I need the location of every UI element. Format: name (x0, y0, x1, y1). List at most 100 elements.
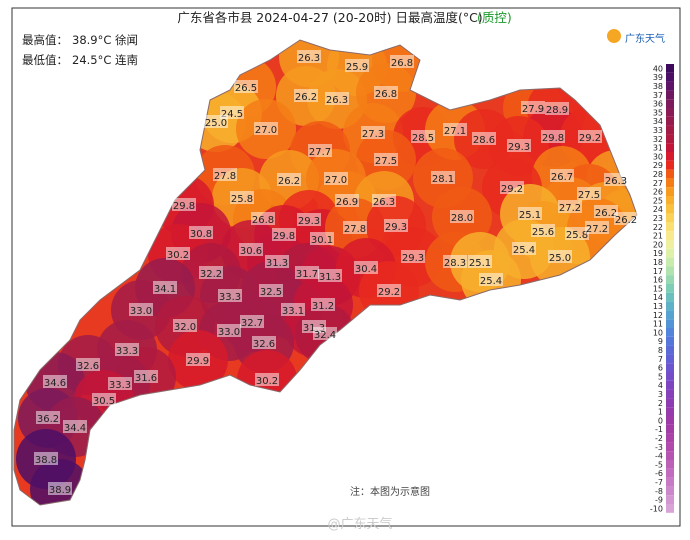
label-box (512, 242, 536, 255)
legend-swatch (666, 266, 674, 276)
legend-tick-label: 38 (653, 82, 663, 91)
label-box (318, 269, 342, 282)
legend-swatch (666, 372, 674, 381)
legend-tick-label: -7 (655, 478, 663, 487)
legend-tick-label: 22 (653, 223, 663, 232)
station-label: 36.2 (37, 414, 59, 425)
station-label: 33.0 (130, 306, 152, 317)
legend-tick-label: 8 (658, 346, 663, 355)
legend-tick-label: 28 (653, 170, 663, 179)
legend-tick-label: 31 (653, 144, 663, 153)
label-box (218, 289, 242, 302)
label-box (472, 132, 496, 145)
station-label: 34.1 (154, 284, 176, 295)
label-box (345, 59, 369, 72)
legend-swatch (666, 380, 674, 390)
station-label: 29.8 (173, 201, 195, 212)
legend-swatch (666, 72, 674, 82)
legend-swatch (666, 310, 674, 320)
qc-tag: (质控) (477, 10, 512, 25)
legend-tick-label: 27 (653, 179, 663, 188)
label-box (374, 153, 398, 166)
label-box (240, 315, 264, 328)
station-label: 29.3 (508, 142, 530, 153)
station-label: 33.0 (218, 327, 240, 338)
legend-swatch (666, 345, 674, 355)
legend-tick-label: 14 (653, 293, 663, 302)
label-box (204, 115, 228, 128)
legend-swatch (666, 125, 674, 135)
label-box (251, 212, 275, 225)
legend-tick-label: 29 (653, 161, 663, 170)
label-box (468, 255, 492, 268)
station-label: 32.7 (241, 318, 263, 329)
station-label: 31.6 (135, 373, 157, 384)
legend-tick-label: 25 (653, 196, 663, 205)
station-label: 33.3 (116, 346, 138, 357)
legend-tick-label: 35 (653, 108, 663, 117)
legend-swatch (666, 143, 674, 152)
station-label: 30.5 (93, 396, 115, 407)
legend-swatch (666, 407, 674, 416)
label-box (604, 173, 628, 186)
station-label: 27.0 (255, 125, 277, 136)
max-text: 38.9°C 徐闻 (72, 33, 138, 47)
label-box (313, 327, 337, 340)
station-label: 34.6 (44, 378, 66, 389)
legend-tick-label: 13 (653, 302, 663, 311)
station-label: 30.2 (167, 250, 189, 261)
legend-tick-label: -1 (655, 425, 663, 434)
station-label: 28.1 (432, 174, 454, 185)
legend-swatch (666, 301, 674, 311)
legend-tick-label: 7 (658, 355, 663, 364)
station-label: 31.3 (319, 272, 341, 283)
legend-tick-label: 40 (653, 64, 663, 73)
label-box (230, 191, 254, 204)
label-box (377, 284, 401, 297)
legend-swatch (666, 99, 674, 108)
label-box (335, 194, 359, 207)
legend-tick-label: 5 (658, 372, 663, 381)
station-label: 25.1 (469, 258, 491, 269)
legend-tick-label: 23 (653, 214, 663, 223)
label-box (294, 89, 318, 102)
station-label: 25.4 (480, 276, 502, 287)
label-box (500, 181, 524, 194)
label-box (518, 207, 542, 220)
legend-tick-label: 37 (653, 91, 663, 100)
legend-swatch (666, 433, 674, 443)
label-box (384, 219, 408, 232)
legend-swatch (666, 204, 674, 214)
station-label: 27.3 (362, 129, 384, 140)
legend-swatch (666, 354, 674, 364)
legend-swatch (666, 134, 674, 144)
legend-tick-label: 18 (653, 258, 663, 267)
label-box (217, 324, 241, 337)
label-box (343, 221, 367, 234)
station-label: 27.9 (522, 104, 544, 115)
label-box (63, 420, 87, 433)
station-label: 31.3 (266, 258, 288, 269)
legend-swatch (666, 64, 674, 73)
label-box (372, 194, 396, 207)
legend-tick-label: 19 (653, 249, 663, 258)
station-label: 38.8 (35, 455, 57, 466)
legend-swatch (666, 187, 674, 196)
station-label: 32.6 (77, 361, 99, 372)
legend-tick-label: 12 (653, 311, 663, 320)
legend-tick-label: 16 (653, 276, 663, 285)
station-label: 27.2 (559, 203, 581, 214)
legend-tick-label: 21 (653, 232, 663, 241)
logo-text: 广东天气 (625, 32, 665, 45)
station-label: 26.2 (278, 176, 300, 187)
legend-tick-label: 17 (653, 267, 663, 276)
station-label: 29.2 (501, 184, 523, 195)
station-label: 32.0 (174, 322, 196, 333)
legend-swatch (666, 363, 674, 372)
label-box (129, 303, 153, 316)
label-box (254, 122, 278, 135)
legend-tick-label: 39 (653, 73, 663, 82)
station-label: 24.5 (221, 109, 243, 120)
label-box (521, 101, 545, 114)
